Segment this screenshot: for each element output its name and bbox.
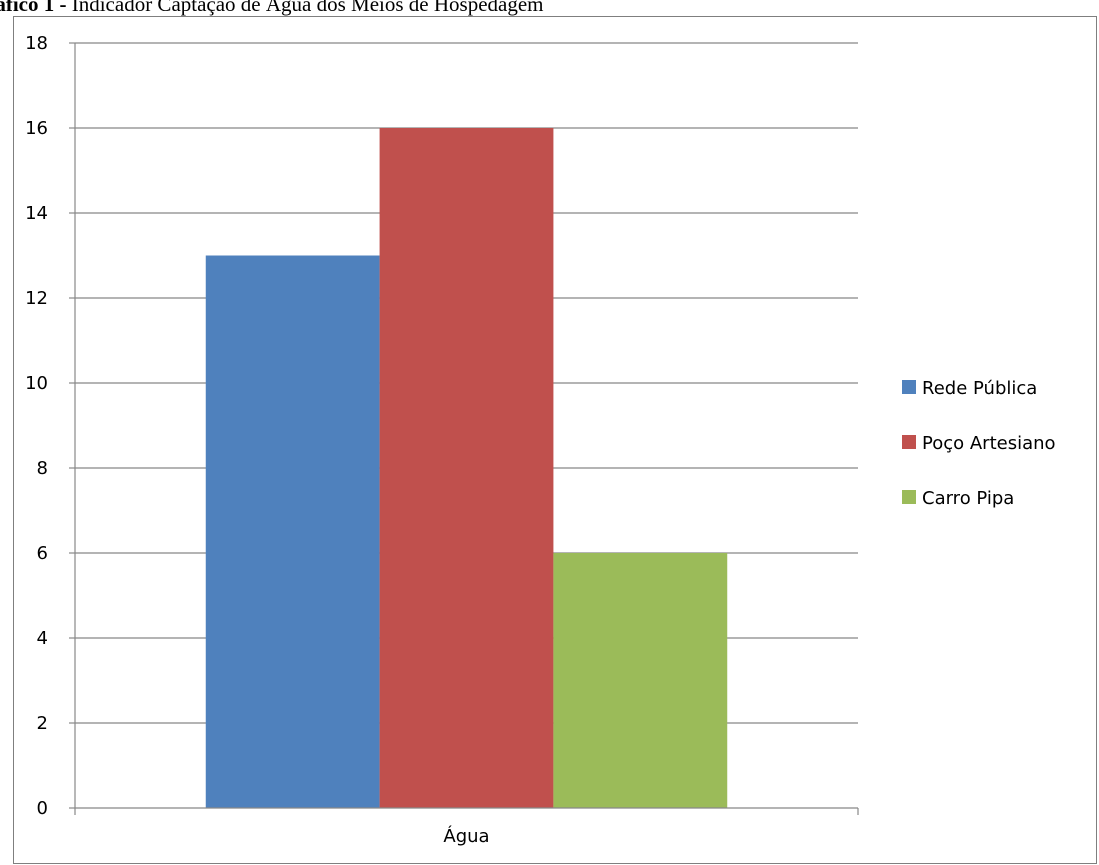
legend-label: Rede Pública [922,378,1037,399]
bars [205,128,728,808]
chart-caption: ráfico 1 - Indicador Captação de Água do… [0,0,544,17]
x-tick-label: Água [443,825,489,847]
y-tick-label: 16 [25,118,48,139]
y-tick-label: 14 [25,203,48,224]
axes [74,43,859,815]
bar-carro-pipa [553,553,728,808]
legend-label: Carro Pipa [922,488,1014,509]
y-tick-label: 10 [25,373,48,394]
y-tick-label: 2 [37,713,48,734]
x-axis-ticks: Água [443,825,489,847]
legend-swatch [902,490,916,504]
chart-frame [13,16,1097,864]
y-tick-label: 4 [37,628,48,649]
y-tick-label: 6 [37,543,48,564]
legend: Rede Pública Poço Artesiano Carro Pipa [902,378,1056,509]
y-tick-label: 0 [37,798,48,819]
y-tick-label: 12 [25,288,48,309]
legend-swatch [902,435,916,449]
bar-rede-pública [205,255,380,808]
caption-text: Indicador Captação de Água dos Meios de … [71,0,544,16]
y-tick-label: 8 [37,458,48,479]
legend-swatch [902,380,916,394]
bar-poço-artesiano [379,128,554,808]
y-tick-label: 18 [25,33,48,54]
caption-lead: ráfico 1 - [0,0,67,16]
y-axis-ticks: 0 2 4 6 8 10 12 14 16 18 [25,33,75,819]
legend-label: Poço Artesiano [922,433,1056,454]
